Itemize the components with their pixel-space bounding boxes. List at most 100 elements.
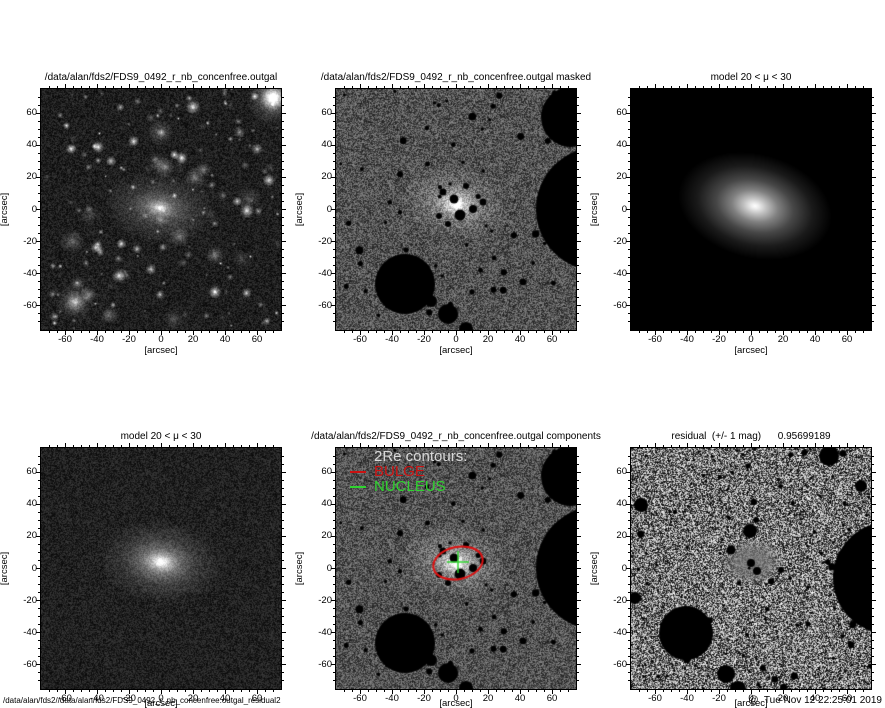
tick-mark xyxy=(38,487,41,489)
tick-mark xyxy=(240,86,242,89)
tick-mark xyxy=(559,86,561,89)
tick-mark xyxy=(782,330,784,335)
y-tick-label: 40 xyxy=(26,139,37,151)
tick-mark xyxy=(576,241,581,243)
tick-mark xyxy=(871,136,874,138)
tick-mark xyxy=(264,86,266,89)
x-tick-label: -60 xyxy=(353,693,367,704)
y-tick-label: 40 xyxy=(616,139,627,151)
tick-mark xyxy=(96,689,98,694)
tick-mark xyxy=(638,330,640,333)
tick-mark xyxy=(871,463,874,465)
tick-mark xyxy=(281,96,284,98)
x-tick-label: -20 xyxy=(122,334,136,345)
tick-mark xyxy=(407,445,409,448)
tick-mark xyxy=(281,225,284,227)
y-tick-label: 20 xyxy=(321,530,332,542)
tick-mark xyxy=(576,96,579,98)
tick-mark xyxy=(36,664,41,666)
tick-mark xyxy=(281,511,284,513)
x-axis-label: [arcsec] xyxy=(439,698,473,708)
y-tick-label: -40 xyxy=(318,626,332,638)
tick-mark xyxy=(38,168,41,170)
tick-mark xyxy=(192,689,194,694)
tick-mark xyxy=(383,445,385,448)
tick-mark xyxy=(871,551,874,553)
y-tick-label: 60 xyxy=(616,466,627,478)
y-tick-label: -40 xyxy=(318,267,332,279)
tick-mark xyxy=(871,176,876,178)
x-tick-label: 60 xyxy=(546,334,558,345)
footer-timestamp: @ Tue Nov 12 22:25:01 2019 xyxy=(748,695,882,706)
tick-mark xyxy=(38,313,41,315)
tick-mark xyxy=(822,445,824,448)
tick-mark xyxy=(281,551,284,553)
tick-mark xyxy=(56,330,58,333)
tick-mark xyxy=(628,281,631,283)
tick-mark xyxy=(281,487,284,489)
tick-mark xyxy=(503,445,505,448)
tick-mark xyxy=(333,672,336,674)
tick-mark xyxy=(256,443,258,448)
tick-mark xyxy=(248,86,250,89)
x-tick-label: -20 xyxy=(122,693,136,704)
tick-mark xyxy=(628,297,631,299)
tick-mark xyxy=(120,445,122,448)
tick-mark xyxy=(281,455,284,457)
tick-mark xyxy=(281,104,284,106)
tick-mark xyxy=(281,624,284,626)
tick-mark xyxy=(814,84,816,89)
tick-mark xyxy=(576,313,579,315)
y-tick-label: 0 xyxy=(621,203,627,215)
tick-mark xyxy=(281,217,284,219)
masked-image-canvas xyxy=(336,89,576,330)
tick-mark xyxy=(72,689,74,692)
x-axis-label: [arcsec] xyxy=(439,345,473,356)
y-tick-label: 60 xyxy=(26,466,37,478)
tick-mark xyxy=(431,689,433,692)
tick-mark xyxy=(503,330,505,333)
tick-mark xyxy=(626,273,631,275)
tick-mark xyxy=(871,519,874,521)
tick-mark xyxy=(281,568,286,569)
tick-mark xyxy=(670,689,672,692)
x-tick-label: 20 xyxy=(482,693,494,704)
tick-mark xyxy=(333,225,336,227)
tick-mark xyxy=(38,249,41,251)
tick-mark xyxy=(331,568,336,569)
tick-mark xyxy=(471,86,473,89)
tick-mark xyxy=(144,445,146,448)
tick-mark xyxy=(333,200,336,202)
tick-mark xyxy=(726,330,728,333)
tick-mark xyxy=(112,330,114,333)
tick-mark xyxy=(798,445,800,448)
y-tick-label: 20 xyxy=(26,530,37,542)
tick-mark xyxy=(670,445,672,448)
tick-mark xyxy=(391,84,393,89)
tick-mark xyxy=(576,511,579,513)
y-tick-label: 0 xyxy=(326,203,332,215)
x-tick-label: 40 xyxy=(809,693,821,704)
y-tick-label: -20 xyxy=(613,235,627,247)
tick-mark xyxy=(38,265,41,267)
tick-mark xyxy=(208,330,210,333)
tick-mark xyxy=(38,559,41,561)
tick-mark xyxy=(511,86,513,89)
tick-mark xyxy=(551,84,553,89)
tick-mark xyxy=(576,120,579,122)
tick-mark xyxy=(576,608,579,610)
tick-mark xyxy=(331,535,336,537)
tick-mark xyxy=(576,289,579,291)
tick-mark xyxy=(559,689,561,692)
tick-mark xyxy=(782,689,784,694)
tick-mark xyxy=(670,330,672,333)
tick-mark xyxy=(576,551,579,553)
x-tick-label: 20 xyxy=(777,334,789,345)
tick-mark xyxy=(871,640,874,642)
tick-mark xyxy=(281,184,284,186)
tick-mark xyxy=(367,689,369,692)
tick-mark xyxy=(48,445,50,448)
y-tick-label: 60 xyxy=(321,466,332,478)
tick-mark xyxy=(871,217,874,219)
panel-title: model 20 < μ < 30 xyxy=(710,72,792,83)
